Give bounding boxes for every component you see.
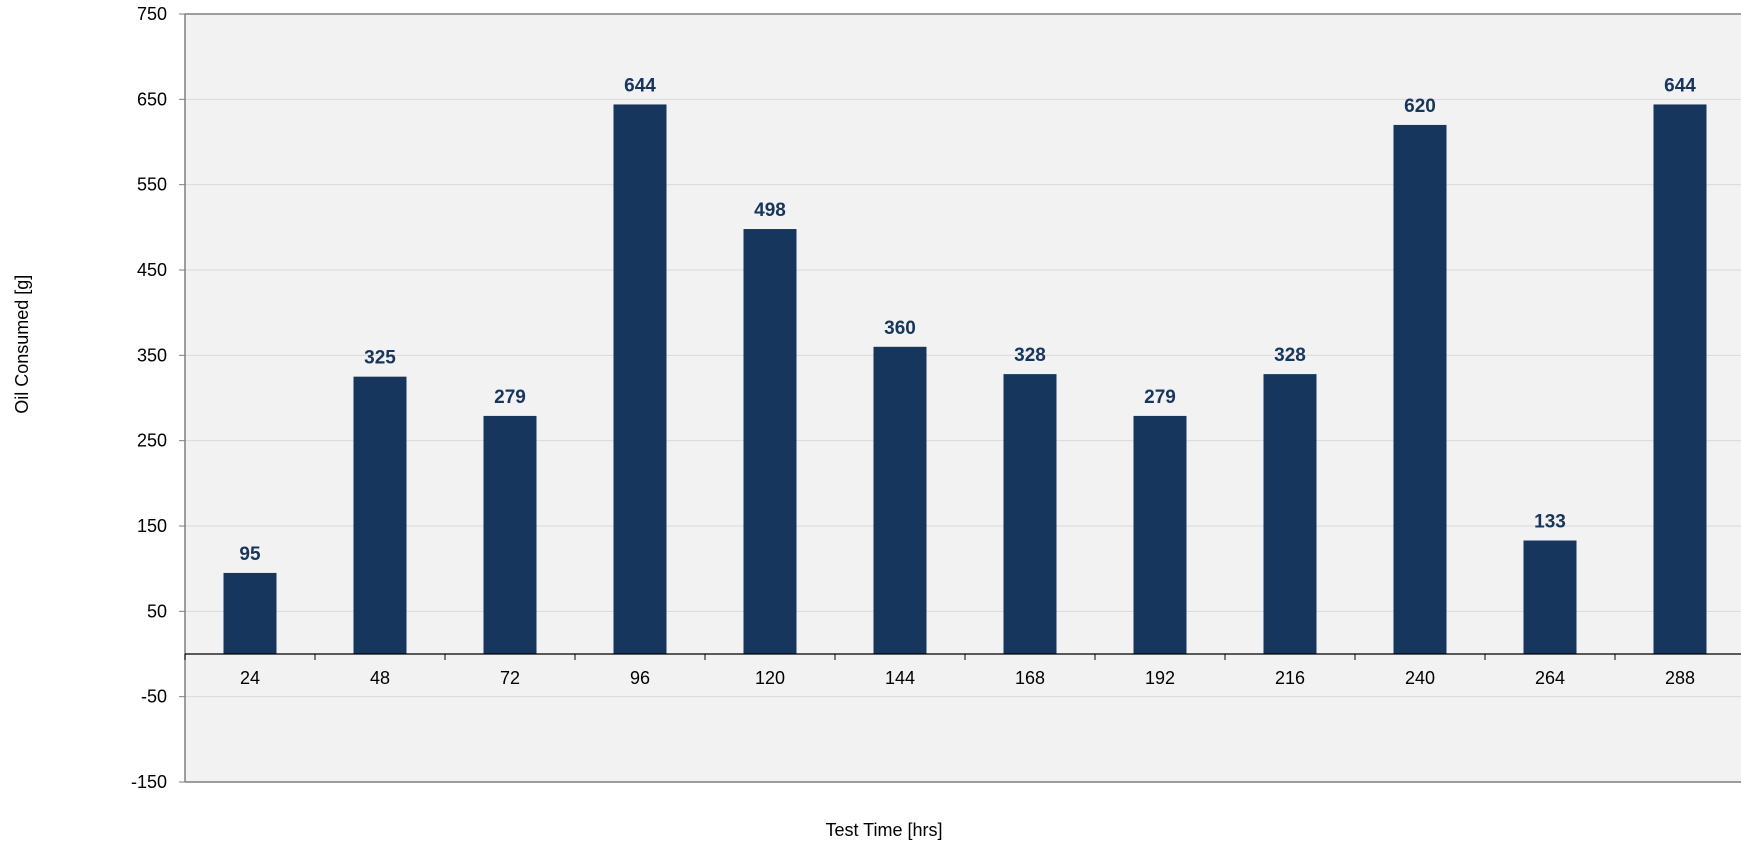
bar (1653, 104, 1707, 655)
y-tick-label: 550 (137, 175, 167, 195)
bar (1263, 374, 1317, 654)
x-tick-label: 144 (885, 668, 915, 688)
x-tick-label: 216 (1275, 668, 1305, 688)
x-tick-label: 192 (1145, 668, 1175, 688)
data-label: 644 (624, 75, 656, 96)
y-tick-label: -50 (141, 687, 167, 707)
x-tick-label: 120 (755, 668, 785, 688)
x-tick-label: 264 (1535, 668, 1565, 688)
axes (179, 13, 1741, 783)
bar (353, 376, 407, 654)
x-tick-label: 240 (1405, 668, 1435, 688)
x-tick-label: 168 (1015, 668, 1045, 688)
y-tick-label: -150 (131, 772, 167, 792)
y-tick-label: 250 (137, 431, 167, 451)
y-tick-label: 350 (137, 345, 167, 365)
bar (223, 572, 277, 654)
x-tick-label: 48 (370, 668, 390, 688)
x-tick-label: 24 (240, 668, 260, 688)
y-axis-title: Oil Consumed [g] (12, 275, 32, 414)
x-tick-labels: 24 48 72 96 120 144 168 192 216 240 264 288 (240, 668, 1695, 688)
data-label: 279 (494, 387, 526, 408)
bar (1133, 415, 1187, 654)
x-tick-label: 288 (1665, 668, 1695, 688)
bar (613, 104, 667, 655)
y-tick-label: 50 (147, 601, 167, 621)
data-label: 498 (754, 200, 786, 221)
bar (873, 346, 927, 654)
data-label: 328 (1274, 345, 1306, 366)
bar (1523, 540, 1577, 654)
data-label: 644 (1664, 75, 1696, 96)
x-tick-label: 72 (500, 668, 520, 688)
y-tick-label: 450 (137, 260, 167, 280)
data-label: 328 (1014, 345, 1046, 366)
plot-area (185, 14, 1741, 782)
x-tick-label: 96 (630, 668, 650, 688)
bar (743, 229, 797, 655)
bars (223, 104, 1707, 655)
y-tick-label: 650 (137, 89, 167, 109)
bar (483, 415, 537, 654)
data-label: 133 (1534, 512, 1566, 533)
bar (1003, 374, 1057, 654)
x-axis-title: Test Time [hrs] (825, 820, 942, 840)
y-tick-label: 750 (137, 4, 167, 24)
data-label: 620 (1404, 96, 1436, 117)
y-tick-labels: -150 -50 50 150 250 350 450 550 650 750 (131, 4, 167, 792)
data-label: 325 (364, 348, 396, 369)
data-label: 360 (884, 318, 916, 339)
data-label: 95 (239, 544, 261, 565)
y-tick-label: 150 (137, 516, 167, 536)
bar (1393, 124, 1447, 654)
data-labels: 95 325 279 644 498 360 328 279 328 620 133 644 (239, 75, 1696, 564)
data-label: 279 (1144, 387, 1176, 408)
